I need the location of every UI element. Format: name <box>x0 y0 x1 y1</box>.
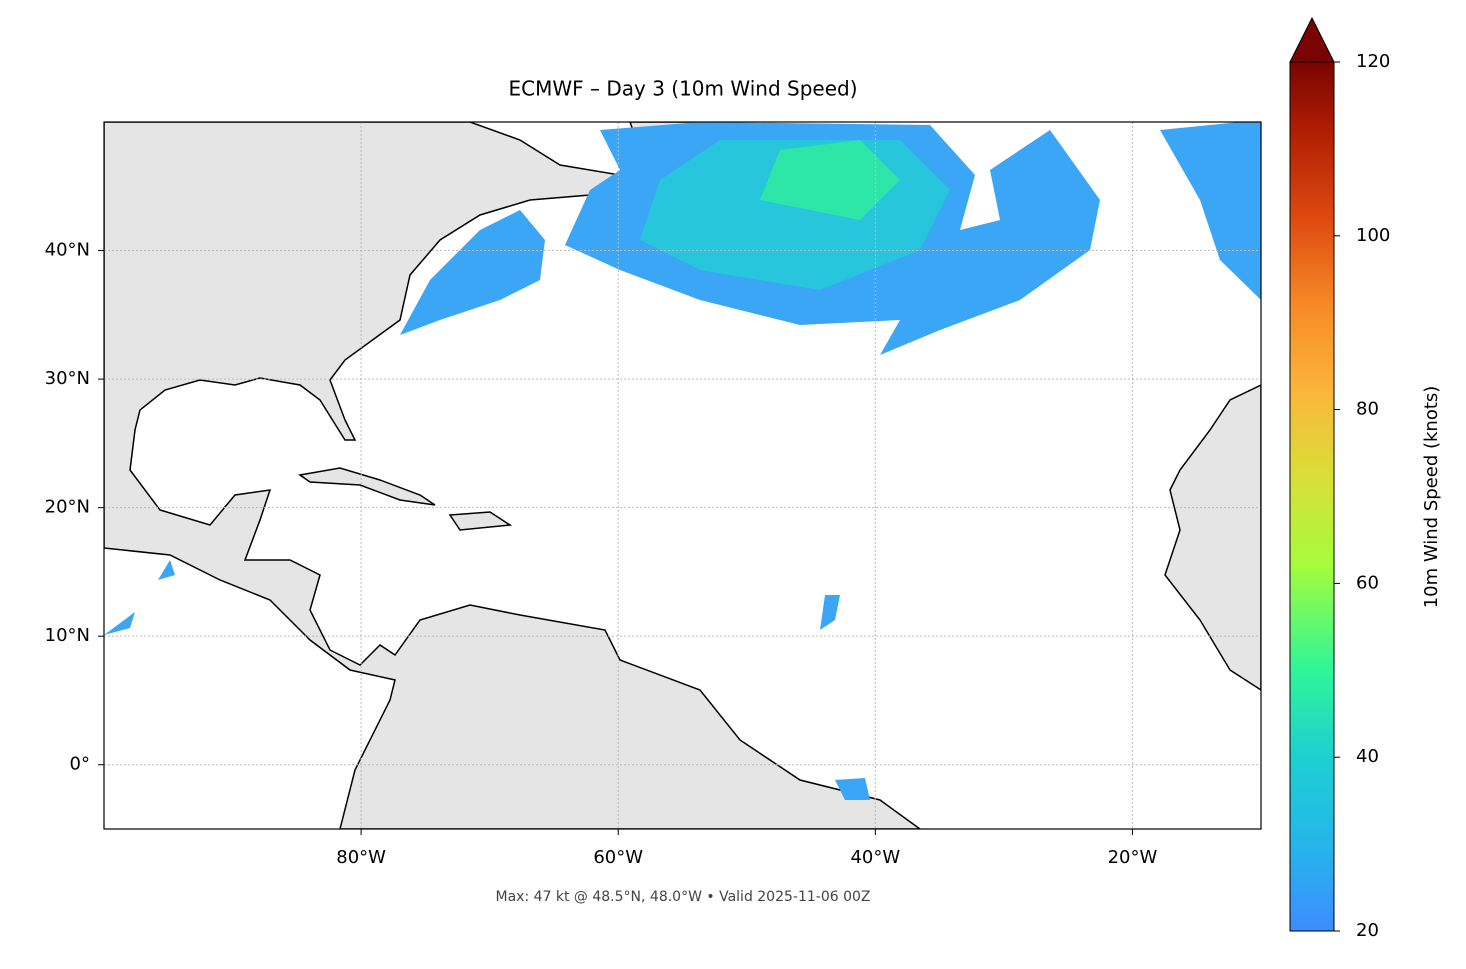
colorbar-tick-label: 100 <box>1356 225 1390 246</box>
map-title: ECMWF – Day 3 (10m Wind Speed) <box>509 77 858 101</box>
y-tick-label: 0° <box>70 754 90 775</box>
x-tick-label: 20°W <box>1108 847 1158 868</box>
footer-note: Max: 47 kt @ 48.5°N, 48.0°W • Valid 2025… <box>496 889 871 905</box>
colorbar-tick-label: 60 <box>1356 572 1379 593</box>
x-tick-label: 40°W <box>850 847 900 868</box>
wind-field <box>760 140 900 220</box>
colorbar-frame <box>1289 61 1335 932</box>
wind-field <box>1160 122 1261 300</box>
y-tick-label: 20°N <box>45 497 90 518</box>
hispaniola <box>448 511 513 531</box>
colorbar-tick-label: 20 <box>1356 920 1379 941</box>
wind-field <box>400 210 545 335</box>
y-tick-label: 40°N <box>45 240 90 261</box>
grid <box>104 122 1261 829</box>
cuba <box>298 467 436 506</box>
colorbar-tick-label: 80 <box>1356 399 1379 420</box>
africa <box>1164 384 1261 691</box>
colorbar <box>1290 62 1334 931</box>
x-tick-label: 60°W <box>593 847 643 868</box>
americas <box>104 122 922 829</box>
y-tick-label: 30°N <box>45 368 90 389</box>
map-frame <box>103 121 1262 830</box>
colorbar-extend <box>1289 16 1335 63</box>
y-tick-label: 10°N <box>45 625 90 646</box>
colorbar-tick-label: 120 <box>1356 51 1390 72</box>
x-tick-label: 80°W <box>336 847 386 868</box>
colorbar-tick-label: 40 <box>1356 746 1379 767</box>
map-area <box>104 122 1261 829</box>
colorbar-label: 10m Wind Speed (knots) <box>1421 386 1442 609</box>
